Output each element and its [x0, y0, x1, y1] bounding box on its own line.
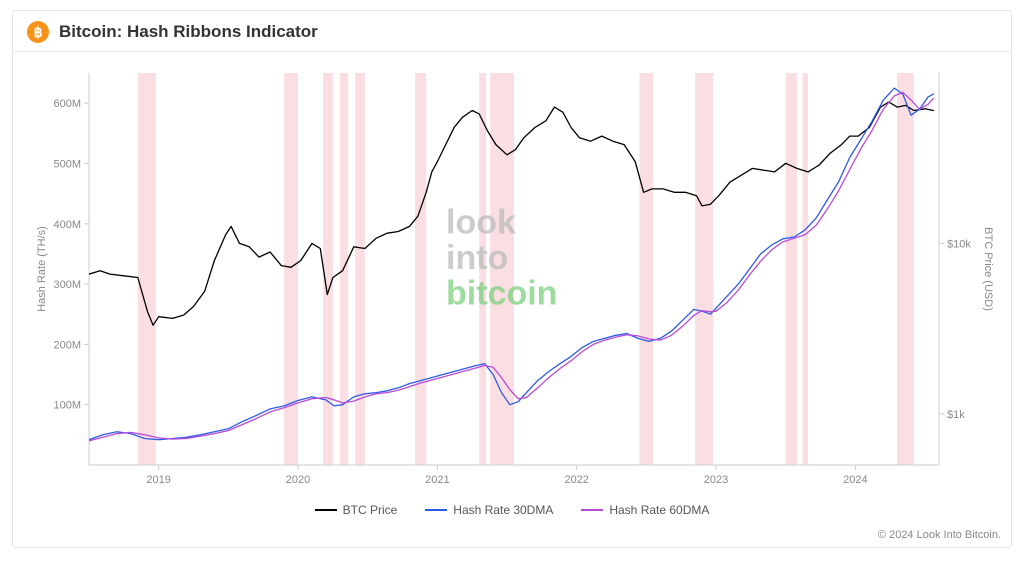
- card-title: Bitcoin: Hash Ribbons Indicator: [59, 22, 318, 42]
- svg-text:$1k: $1k: [947, 409, 965, 421]
- svg-text:2023: 2023: [704, 474, 728, 486]
- svg-text:600M: 600M: [53, 98, 81, 110]
- legend-label: Hash Rate 60DMA: [609, 503, 709, 517]
- legend-swatch: [581, 509, 603, 511]
- legend: BTC Price Hash Rate 30DMA Hash Rate 60DMA: [13, 500, 1011, 517]
- x-axis: 2019 2020 2021 2022 2023 2024: [146, 465, 867, 486]
- svg-text:฿: ฿: [34, 25, 43, 40]
- legend-item[interactable]: Hash Rate 30DMA: [425, 503, 553, 517]
- copyright: © 2024 Look Into Bitcoin.: [878, 529, 1001, 541]
- svg-text:500M: 500M: [53, 158, 81, 170]
- svg-text:2020: 2020: [286, 474, 310, 486]
- svg-text:400M: 400M: [53, 219, 81, 231]
- legend-item[interactable]: BTC Price: [315, 503, 398, 517]
- chart-svg[interactable]: lookintobitcoin2019202020212022202320241…: [27, 61, 999, 493]
- legend-label: BTC Price: [343, 503, 398, 517]
- svg-text:Hash Rate (TH/s): Hash Rate (TH/s): [36, 226, 48, 312]
- svg-text:2019: 2019: [146, 474, 170, 486]
- legend-item[interactable]: Hash Rate 60DMA: [581, 503, 709, 517]
- svg-text:$10k: $10k: [947, 238, 971, 250]
- svg-text:2022: 2022: [564, 474, 588, 486]
- svg-text:2021: 2021: [425, 474, 449, 486]
- bitcoin-icon: ฿: [27, 21, 49, 43]
- card-header: ฿ Bitcoin: Hash Ribbons Indicator: [13, 11, 1011, 52]
- legend-swatch: [315, 509, 337, 511]
- svg-text:2024: 2024: [843, 474, 867, 486]
- chart-card: ฿ Bitcoin: Hash Ribbons Indicator lookin…: [12, 10, 1012, 548]
- legend-swatch: [425, 509, 447, 511]
- chart-area[interactable]: lookintobitcoin2019202020212022202320241…: [27, 61, 997, 491]
- shaded-bands: [138, 73, 914, 465]
- svg-text:300M: 300M: [53, 279, 81, 291]
- svg-text:200M: 200M: [53, 339, 81, 351]
- y-left-axis: 100M 200M 300M 400M 500M 600M: [53, 98, 89, 412]
- y-right-axis: $1k $10k: [939, 238, 971, 420]
- svg-text:100M: 100M: [53, 400, 81, 412]
- svg-text:BTC Price (USD): BTC Price (USD): [982, 227, 994, 311]
- legend-label: Hash Rate 30DMA: [453, 503, 553, 517]
